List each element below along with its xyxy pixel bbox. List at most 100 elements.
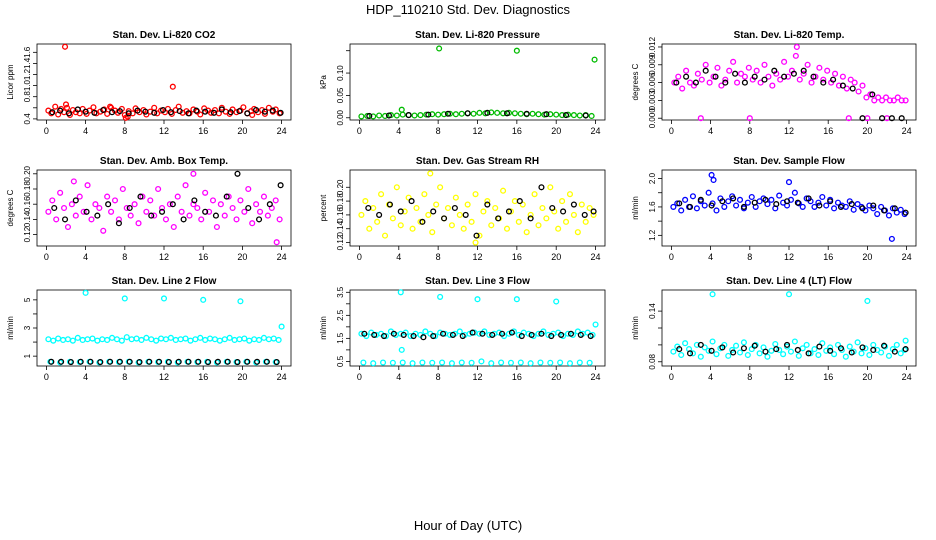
data-point [794, 199, 801, 206]
y-tick-label: 0.8 [23, 91, 32, 103]
data-point [812, 73, 819, 80]
data-point [816, 202, 823, 209]
data-point [381, 232, 389, 239]
data-point [134, 107, 141, 114]
data-point [88, 216, 95, 223]
data-point [420, 334, 427, 341]
data-point [772, 340, 779, 348]
data-point [518, 333, 525, 340]
data-point [99, 336, 106, 343]
data-point [260, 193, 268, 200]
data-point [115, 220, 122, 227]
x-tick-label: 8 [747, 252, 752, 262]
data-point [225, 193, 232, 200]
data-point [706, 79, 713, 86]
data-point [878, 203, 885, 210]
data-point [697, 115, 704, 122]
data-point [830, 76, 837, 83]
data-point [366, 225, 373, 232]
data-point [855, 88, 862, 95]
y-axis-label: degrees C [631, 63, 640, 100]
data-point [796, 76, 803, 83]
chart-panel-8: Stan. Dev. Line 3 Flow 0 4 8 12 16 20 24 0.5 1.5 2… [319, 276, 606, 382]
data-point [898, 115, 905, 122]
data-point [705, 189, 712, 196]
data-point [886, 97, 893, 104]
data-point [740, 339, 747, 346]
data-point [374, 218, 381, 225]
data-point [686, 79, 694, 86]
data-point [441, 215, 448, 222]
data-point [543, 215, 550, 222]
x-tick-label: 0 [669, 126, 674, 136]
data-point [409, 225, 416, 232]
data-point [811, 346, 818, 353]
data-point [902, 337, 909, 344]
data-point [713, 351, 720, 358]
data-point [843, 85, 850, 92]
data-point [111, 197, 119, 204]
data-point [590, 208, 597, 215]
data-point [527, 360, 534, 367]
data-point [52, 103, 59, 110]
panel-title: Stan. Dev. Sample Flow [733, 156, 845, 167]
data-point [429, 359, 436, 366]
data-point [679, 85, 686, 92]
y-axis-label: kPa [319, 75, 328, 89]
x-tick-label: 0 [44, 252, 49, 262]
data-point [464, 110, 471, 117]
data-point [736, 349, 744, 356]
data-point [417, 218, 424, 225]
y-tick-label: 0.012 [648, 36, 657, 57]
data-point [670, 348, 677, 355]
data-point [469, 329, 476, 336]
data-point [719, 198, 726, 205]
data-point [500, 187, 507, 194]
data-point [712, 73, 719, 80]
data-point [837, 345, 844, 352]
x-tick-label: 24 [277, 372, 287, 382]
y-axis-label: ml/min [631, 316, 640, 340]
data-point [167, 109, 174, 116]
x-tick-label: 16 [512, 372, 522, 382]
data-point [870, 202, 877, 209]
series-1 [45, 289, 285, 366]
data-point [275, 336, 282, 344]
data-point [186, 212, 193, 219]
data-point [430, 208, 437, 215]
data-point [425, 111, 432, 118]
data-point [582, 112, 589, 119]
x-tick-label: 4 [396, 252, 401, 262]
data-point [894, 94, 901, 101]
data-point [824, 67, 831, 74]
data-point [859, 344, 866, 351]
data-point [410, 333, 417, 340]
data-point [478, 358, 485, 365]
data-point [791, 189, 798, 196]
data-point [462, 211, 469, 218]
data-point [500, 110, 507, 117]
data-point [233, 216, 240, 223]
data-point [566, 360, 574, 367]
data-point [525, 330, 532, 337]
data-point [371, 331, 378, 338]
data-point [74, 334, 81, 341]
data-point [682, 340, 689, 347]
data-point [484, 198, 491, 205]
data-point [175, 358, 182, 365]
data-point [719, 344, 726, 351]
data-point [746, 115, 753, 122]
y-tick-label: 0.20 [23, 165, 32, 181]
data-point [174, 193, 181, 200]
data-point [237, 298, 244, 305]
y-tick-label: 0.16 [23, 196, 32, 212]
data-point [51, 204, 58, 212]
data-point [511, 198, 518, 205]
panel-title: Stan. Dev. Amb. Box Temp. [100, 156, 228, 167]
data-point [452, 111, 459, 118]
data-point [507, 359, 514, 366]
data-point [185, 110, 192, 117]
data-point [586, 359, 593, 366]
data-point [269, 107, 276, 114]
data-point [385, 112, 393, 119]
